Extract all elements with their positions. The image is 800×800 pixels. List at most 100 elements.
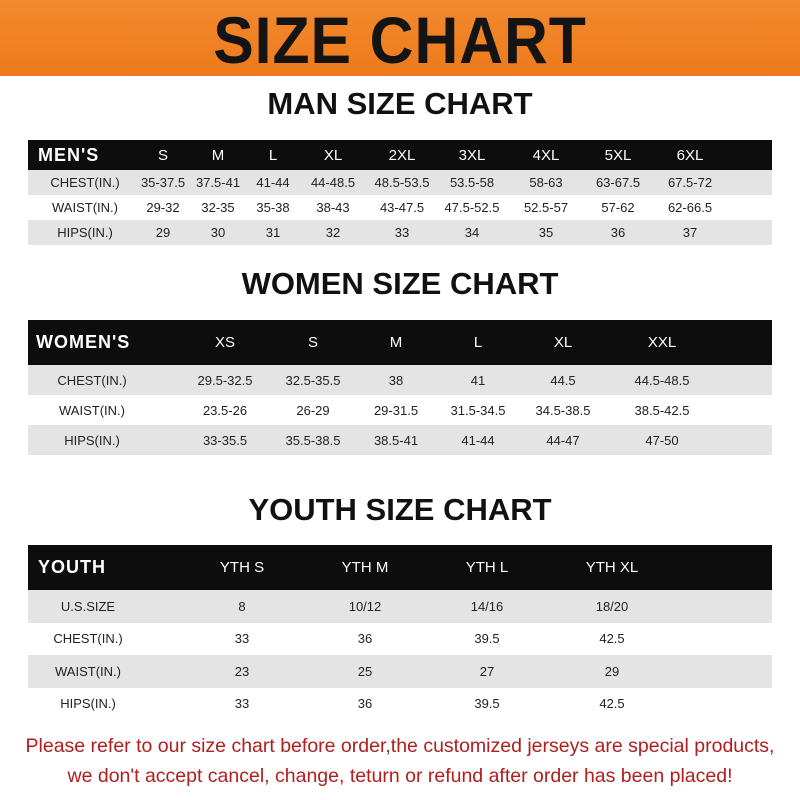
measurement-cell: 35.5-38.5 bbox=[285, 432, 341, 448]
measurement-cell: 32.5-35.5 bbox=[285, 372, 341, 388]
men-size-table: MEN'S S M L XL 2XL 3XL 4XL 5XL 6XL CHEST(IN.) 35-37… bbox=[28, 140, 772, 245]
size-header-cell: 5XL bbox=[604, 146, 632, 164]
table-row: HIPS(IN.) 33 36 39.5 42.5 bbox=[28, 687, 772, 720]
size-header-cell: S bbox=[157, 146, 168, 164]
row-label: CHEST(IN.) bbox=[53, 631, 123, 647]
notice-line-2: we don't accept cancel, change, teturn o… bbox=[67, 765, 733, 787]
row-label: HIPS(IN.) bbox=[57, 225, 113, 240]
measurement-cell: 29.5-32.5 bbox=[197, 372, 253, 388]
measurement-cell: 29 bbox=[604, 663, 620, 679]
measurement-cell: 34.5-38.5 bbox=[535, 402, 591, 418]
banner-title: SIZE CHART bbox=[213, 3, 587, 77]
notice-line-1: Please refer to our size chart before or… bbox=[25, 735, 775, 757]
measurement-cell: 39.5 bbox=[474, 696, 500, 712]
size-header-cell: XXL bbox=[647, 334, 677, 351]
size-header-cell: XL bbox=[553, 334, 573, 351]
row-label: WAIST(IN.) bbox=[55, 663, 121, 679]
measurement-cell: 39.5 bbox=[474, 631, 500, 647]
measurement-cell: 14/16 bbox=[470, 598, 504, 614]
table-row: WAIST(IN.) 23 25 27 29 bbox=[28, 655, 772, 688]
measurement-cell: 38.5-42.5 bbox=[634, 402, 690, 418]
table-title-cell: YOUTH bbox=[38, 557, 106, 577]
measurement-cell: 30 bbox=[210, 225, 226, 240]
size-header-cell: M bbox=[389, 334, 403, 351]
measurement-cell: 44-47 bbox=[546, 432, 580, 448]
measurement-cell: 8 bbox=[238, 598, 246, 614]
measurement-cell: 42.5 bbox=[599, 631, 625, 647]
row-label: WAIST(IN.) bbox=[52, 200, 118, 215]
measurement-cell: 31.5-34.5 bbox=[450, 402, 506, 418]
size-header-cell: M bbox=[211, 146, 225, 164]
size-header-cell: YTH L bbox=[465, 559, 509, 576]
youth-size-table: YOUTH YTH S YTH M YTH L YTH XL U.S.SIZE 8 10/12… bbox=[28, 545, 772, 720]
measurement-cell: 44-48.5 bbox=[310, 175, 356, 190]
row-label: CHEST(IN.) bbox=[50, 175, 120, 190]
header-row: YOUTH YTH S YTH M YTH L YTH XL bbox=[28, 545, 772, 590]
table-title-cell: WOMEN'S bbox=[36, 332, 131, 352]
table-row: CHEST(IN.) 35-37.5 37.5-41 41-44 44-48.5 48.5… bbox=[28, 170, 772, 195]
measurement-cell: 23 bbox=[234, 663, 250, 679]
measurement-cell: 47-50 bbox=[645, 432, 679, 448]
measurement-cell: 52.5-57 bbox=[523, 200, 569, 215]
measurement-cell: 35-38 bbox=[256, 200, 290, 215]
table-row: HIPS(IN.) 33-35.5 35.5-38.5 38.5-41 41-44 44-… bbox=[28, 425, 772, 455]
measurement-cell: 36 bbox=[357, 696, 373, 712]
measurement-cell: 29-32 bbox=[146, 200, 180, 215]
measurement-cell: 42.5 bbox=[599, 696, 625, 712]
measurement-cell: 67.5-72 bbox=[667, 175, 713, 190]
table-row: CHEST(IN.) 33 36 39.5 42.5 bbox=[28, 622, 772, 655]
women-section-title: WOMEN SIZE CHART bbox=[241, 266, 559, 301]
measurement-cell: 26-29 bbox=[296, 402, 330, 418]
measurement-cell: 38-43 bbox=[316, 200, 350, 215]
size-header-cell: L bbox=[268, 146, 278, 164]
row-label: HIPS(IN.) bbox=[64, 432, 120, 448]
women-size-table: WOMEN'S XS S M L XL XXL CHEST(IN.) 29.5-32.5 32.5… bbox=[28, 320, 772, 455]
measurement-cell: 37.5-41 bbox=[195, 175, 241, 190]
size-header-cell: YTH M bbox=[341, 559, 389, 576]
measurement-cell: 36 bbox=[610, 225, 626, 240]
measurement-cell: 29 bbox=[155, 225, 171, 240]
table-row: CHEST(IN.) 29.5-32.5 32.5-35.5 38 41 44.5 44.5… bbox=[28, 365, 772, 395]
size-header-cell: 3XL bbox=[458, 146, 486, 164]
measurement-cell: 41-44 bbox=[256, 175, 290, 190]
size-header-cell: YTH S bbox=[219, 559, 265, 576]
measurement-cell: 33 bbox=[234, 696, 250, 712]
size-header-cell: 6XL bbox=[676, 146, 704, 164]
header-row: WOMEN'S XS S M L XL XXL bbox=[28, 320, 772, 365]
measurement-cell: 36 bbox=[357, 631, 373, 647]
measurement-cell: 32-35 bbox=[201, 200, 235, 215]
measurement-cell: 44.5-48.5 bbox=[634, 372, 690, 388]
measurement-cell: 31 bbox=[265, 225, 281, 240]
measurement-cell: 63-67.5 bbox=[595, 175, 641, 190]
measurement-cell: 38.5-41 bbox=[373, 432, 419, 448]
row-label: HIPS(IN.) bbox=[60, 696, 116, 712]
measurement-cell: 37 bbox=[682, 225, 698, 240]
size-header-cell: YTH XL bbox=[585, 559, 639, 576]
measurement-cell: 18/20 bbox=[595, 598, 629, 614]
measurement-cell: 25 bbox=[357, 663, 373, 679]
size-header-cell: XL bbox=[323, 146, 343, 164]
measurement-cell: 41-44 bbox=[461, 432, 495, 448]
size-header-cell: 2XL bbox=[388, 146, 416, 164]
size-chart-banner: SIZE CHART bbox=[0, 0, 800, 77]
row-label: U.S.SIZE bbox=[60, 598, 116, 614]
measurement-cell: 48.5-53.5 bbox=[374, 175, 430, 190]
measurement-cell: 10/12 bbox=[348, 598, 382, 614]
table-row: WAIST(IN.) 23.5-26 26-29 29-31.5 31.5-34.5 34… bbox=[28, 395, 772, 425]
size-header-cell: L bbox=[473, 334, 483, 351]
size-header-cell: S bbox=[307, 334, 318, 351]
table-row: WAIST(IN.) 29-32 32-35 35-38 38-43 43-47.5 47.… bbox=[28, 195, 772, 220]
measurement-cell: 27 bbox=[479, 663, 495, 679]
size-header-cell: XS bbox=[214, 334, 235, 351]
measurement-cell: 62-66.5 bbox=[667, 200, 713, 215]
measurement-cell: 32 bbox=[325, 225, 341, 240]
measurement-cell: 53.5-58 bbox=[449, 175, 495, 190]
measurement-cell: 44.5 bbox=[550, 372, 576, 388]
header-row: MEN'S S M L XL 2XL 3XL 4XL 5XL 6XL bbox=[28, 140, 772, 170]
row-label: WAIST(IN.) bbox=[59, 402, 125, 418]
measurement-cell: 35-37.5 bbox=[140, 175, 186, 190]
measurement-cell: 58-63 bbox=[529, 175, 563, 190]
table-row: U.S.SIZE 8 10/12 14/16 18/20 bbox=[28, 590, 772, 623]
row-label: CHEST(IN.) bbox=[57, 372, 127, 388]
youth-section-title: YOUTH SIZE CHART bbox=[248, 492, 552, 527]
